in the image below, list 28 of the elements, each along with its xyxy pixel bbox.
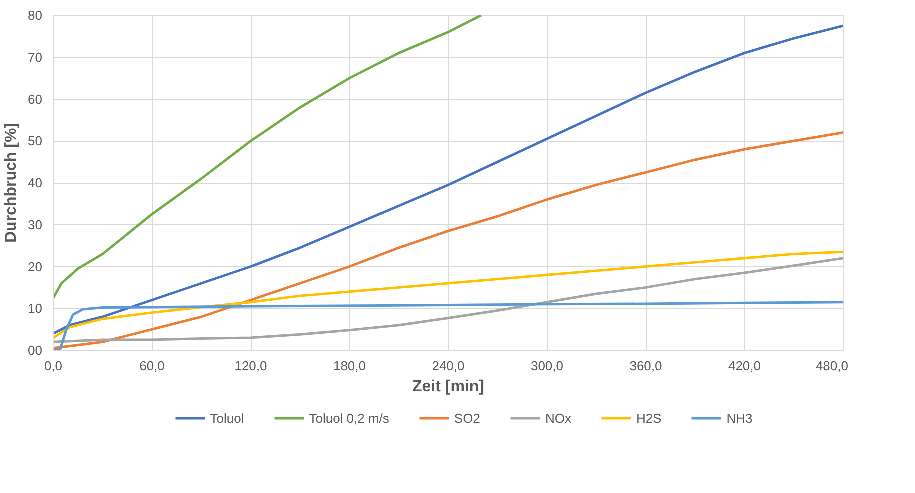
y-axis-title: Durchbruch [%]: [3, 123, 20, 243]
legend-label: Toluol: [210, 410, 244, 426]
x-tick-label: 300,0: [530, 358, 564, 374]
y-tick-label: 00: [28, 343, 43, 358]
y-tick-label: 70: [28, 50, 43, 65]
line-series: [54, 16, 483, 300]
x-tick-label: 0,0: [44, 358, 63, 374]
y-tick-label: 60: [28, 92, 43, 107]
y-tick-label: 10: [28, 301, 43, 316]
y-tick-label: 20: [28, 259, 43, 274]
legend-label: NH3: [726, 410, 753, 426]
x-tick-label: 360,0: [630, 358, 662, 374]
legend-label: Toluol 0,2 m/s: [309, 410, 390, 426]
legend-label: SO2: [454, 410, 480, 426]
y-tick-label: 30: [28, 217, 43, 232]
y-tick-label: 80: [28, 8, 43, 23]
x-tick-label: 120,0: [234, 358, 268, 374]
y-tick-label: 40: [28, 176, 43, 190]
x-tick-label: 180,0: [333, 358, 366, 374]
x-axis-title: Zeit [min]: [412, 378, 485, 396]
x-tick-label: 480,0: [816, 358, 849, 374]
legend-label: H2S: [636, 410, 662, 426]
x-tick-label: 240,0: [432, 358, 465, 374]
x-tick-label: 60,0: [140, 358, 165, 374]
y-tick-label: 50: [28, 134, 43, 149]
line-series: [54, 24, 844, 335]
x-tick-label: 420,0: [728, 358, 762, 374]
legend-label: NOx: [545, 410, 572, 426]
